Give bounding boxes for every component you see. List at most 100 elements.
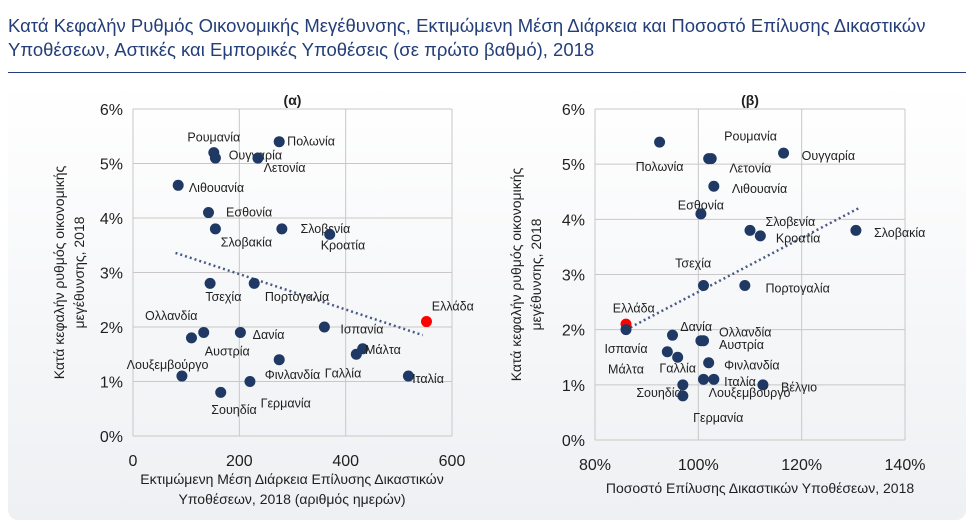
x-tick-label: 80% xyxy=(579,457,611,474)
x-tick-label: 400 xyxy=(332,453,359,470)
data-point xyxy=(677,390,689,402)
x-axis-title: Ποσοστό Επίλυσης Δικαστικών Υποθέσεων, 2… xyxy=(606,480,915,496)
data-label: Λουξεμβούργο xyxy=(709,386,791,400)
data-point xyxy=(705,153,717,165)
data-point xyxy=(324,228,336,240)
figure-title: Κατά Κεφαλήν Ρυθμός Οικονομικής Μεγέθυνσ… xyxy=(8,15,926,60)
data-label: Ρουμανία xyxy=(724,130,777,144)
data-label: Γαλλία xyxy=(659,361,696,375)
x-tick-label: 100% xyxy=(678,457,719,474)
data-label: Πολωνία xyxy=(636,160,684,174)
y-tick-label: 2% xyxy=(100,320,123,337)
data-point xyxy=(672,351,684,363)
data-label: Ελλάδα xyxy=(432,299,474,313)
data-point xyxy=(744,224,756,236)
data-point xyxy=(402,370,414,382)
data-point xyxy=(273,354,285,366)
y-tick-label: 3% xyxy=(562,268,585,285)
data-point xyxy=(244,376,256,387)
data-label: Δανία xyxy=(253,328,285,342)
data-label: Ουγγαρία xyxy=(802,149,855,163)
data-point xyxy=(654,136,666,148)
data-point-highlight xyxy=(420,316,432,328)
data-point xyxy=(698,335,709,347)
data-label: Ιταλία xyxy=(724,375,756,389)
y-axis-title: Κατά κεφαλήν ρυθμός οικονομικής xyxy=(51,165,67,379)
data-point xyxy=(708,180,720,192)
y-tick-label: 5% xyxy=(562,157,585,174)
data-point xyxy=(620,324,632,336)
data-label: Ισπανία xyxy=(604,342,647,356)
data-point xyxy=(185,332,197,344)
title-divider xyxy=(8,72,966,73)
data-point xyxy=(276,223,288,235)
data-point xyxy=(739,280,751,292)
data-label: Τσεχία xyxy=(205,290,241,304)
y-tick-label: 6% xyxy=(562,102,585,119)
data-point xyxy=(172,179,184,191)
data-label: Φινλανδία xyxy=(265,368,321,382)
y-tick-label: 5% xyxy=(100,157,123,174)
data-label: Εσθονία xyxy=(226,206,272,220)
data-label: Ισπανία xyxy=(340,323,383,337)
data-label: Πορτογαλία xyxy=(766,281,830,295)
data-label: Φινλανδία xyxy=(724,359,780,373)
data-point xyxy=(667,329,678,341)
data-point xyxy=(202,207,214,219)
data-label: Γερμανία xyxy=(693,411,743,425)
data-label: Σλοβακία xyxy=(221,236,272,250)
y-axis-title: Κατά κεφαλήν ρυθμός οικονομικής xyxy=(508,167,524,381)
data-point xyxy=(698,373,709,385)
y-tick-label: 1% xyxy=(562,378,585,395)
data-label: Μάλτα xyxy=(365,343,401,357)
data-point xyxy=(273,136,285,148)
data-label: Ρουμανία xyxy=(187,130,240,144)
trendline xyxy=(625,207,860,331)
data-label: Πολωνία xyxy=(287,135,335,149)
data-point xyxy=(703,357,715,369)
data-label: Λετονία xyxy=(264,161,306,175)
data-label: Λουξεμβούργο xyxy=(127,358,209,372)
data-label: Βέλγιο xyxy=(781,381,817,395)
data-label: Τσεχία xyxy=(675,256,711,270)
y-axis-title: μεγέθυνσης, 2018 xyxy=(528,218,544,330)
data-label: Εσθονία xyxy=(678,199,724,213)
data-label: Λιθουανία xyxy=(732,182,787,196)
panel-label: (α) xyxy=(284,92,302,108)
data-label: Σλοβακία xyxy=(874,226,925,240)
x-tick-label: 140% xyxy=(885,457,926,474)
data-point xyxy=(778,147,790,159)
x-axis-title: Εκτιμώμενη Μέση Διάρκεια Επίλυσης Δικαστ… xyxy=(140,471,443,487)
y-tick-label: 4% xyxy=(100,211,123,228)
data-label: Σουηδία xyxy=(211,403,256,417)
data-label: Σλοβενία xyxy=(766,215,816,229)
y-tick-label: 4% xyxy=(562,212,585,229)
data-point xyxy=(698,280,709,292)
data-label: Αυστρία xyxy=(719,338,764,352)
data-point xyxy=(248,277,260,289)
y-tick-label: 0% xyxy=(562,433,585,450)
y-tick-label: 1% xyxy=(100,375,123,392)
data-label: Ιταλία xyxy=(412,372,444,386)
data-label: Γαλλία xyxy=(325,366,362,380)
x-tick-label: 0 xyxy=(129,453,138,470)
data-point xyxy=(754,230,766,242)
data-point xyxy=(204,277,216,289)
data-label: Λιθουανία xyxy=(189,181,244,195)
data-point xyxy=(234,326,246,338)
data-point xyxy=(318,321,330,333)
data-point xyxy=(661,346,673,358)
data-label: Πορτογαλία xyxy=(265,290,329,304)
x-axis-title: Υποθέσεων, 2018 (αριθμός ημερών) xyxy=(179,491,406,507)
data-point xyxy=(215,386,227,398)
data-point xyxy=(209,152,221,164)
data-point xyxy=(677,379,689,391)
data-label: Κροατία xyxy=(321,238,366,252)
data-label: Αυστρία xyxy=(205,345,250,359)
y-tick-label: 6% xyxy=(100,102,123,119)
data-point xyxy=(209,223,221,235)
data-point xyxy=(350,348,362,360)
y-tick-label: 3% xyxy=(100,266,123,283)
data-label: Δανία xyxy=(680,320,712,334)
